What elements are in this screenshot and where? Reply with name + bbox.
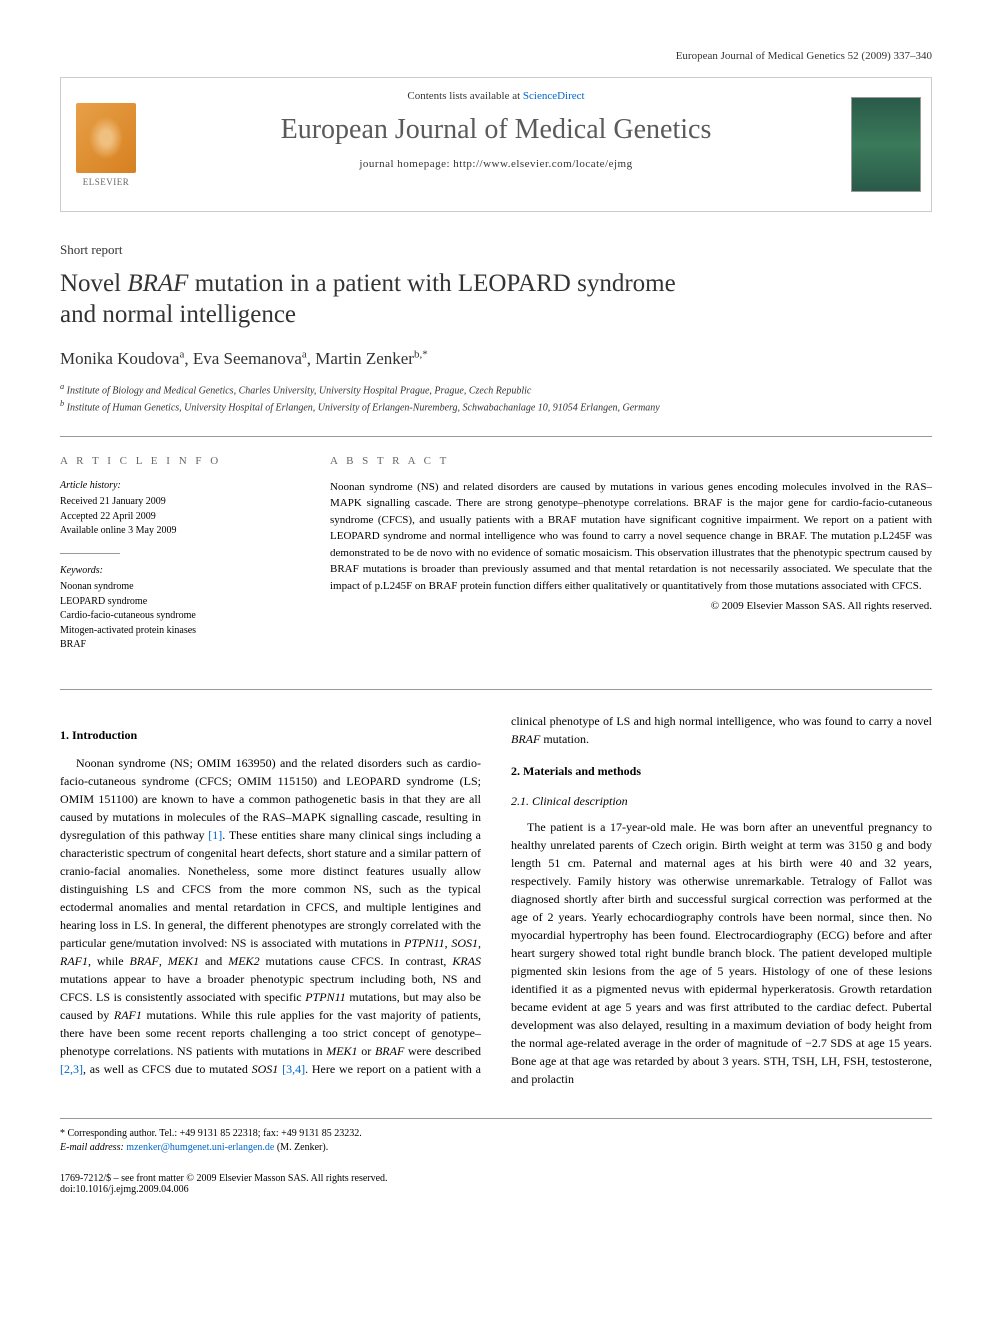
article-title: Novel BRAF mutation in a patient with LE… bbox=[60, 268, 932, 331]
banner-center: Contents lists available at ScienceDirec… bbox=[151, 78, 841, 211]
contents-prefix: Contents lists available at bbox=[407, 90, 522, 102]
sciencedirect-link[interactable]: ScienceDirect bbox=[523, 90, 585, 102]
homepage-url[interactable]: http://www.elsevier.com/locate/ejmg bbox=[453, 158, 632, 170]
article-info-heading: A R T I C L E I N F O bbox=[60, 455, 290, 467]
info-abstract-row: A R T I C L E I N F O Article history: R… bbox=[60, 436, 932, 667]
email-link[interactable]: mzenker@humgenet.uni-erlangen.de bbox=[126, 1142, 274, 1153]
affiliations: a Institute of Biology and Medical Genet… bbox=[60, 381, 932, 416]
title-line-2: and normal intelligence bbox=[60, 301, 296, 328]
clinical-heading: 2.1. Clinical description bbox=[511, 792, 932, 810]
ref-1-link[interactable]: [1] bbox=[208, 828, 222, 842]
clinical-paragraph: The patient is a 17-year-old male. He wa… bbox=[511, 818, 932, 1088]
history-label: Article history: bbox=[60, 479, 290, 494]
abstract-heading: A B S T R A C T bbox=[330, 455, 932, 467]
corresponding-footer: * Corresponding author. Tel.: +49 9131 8… bbox=[60, 1118, 932, 1155]
received-date: Received 21 January 2009 bbox=[60, 495, 290, 510]
title-line-1: Novel BRAF mutation in a patient with LE… bbox=[60, 270, 676, 297]
ref-2-3-link[interactable]: [2,3] bbox=[60, 1062, 83, 1076]
issn-line: 1769-7212/$ – see front matter © 2009 El… bbox=[60, 1173, 932, 1184]
article-info-column: A R T I C L E I N F O Article history: R… bbox=[60, 455, 290, 667]
corresponding-author: * Corresponding author. Tel.: +49 9131 8… bbox=[60, 1127, 932, 1141]
article-type: Short report bbox=[60, 242, 932, 258]
affiliation-b: b Institute of Human Genetics, Universit… bbox=[60, 398, 932, 415]
authors-line: Monika Koudovaa, Eva Seemanovaa, Martin … bbox=[60, 349, 932, 370]
keywords-label: Keywords: bbox=[60, 564, 290, 579]
body-text: 1. Introduction Noonan syndrome (NS; OMI… bbox=[60, 712, 932, 1088]
journal-cover-icon bbox=[851, 97, 921, 192]
contents-available: Contents lists available at ScienceDirec… bbox=[161, 90, 831, 102]
cover-block bbox=[841, 78, 931, 211]
affiliation-a: a Institute of Biology and Medical Genet… bbox=[60, 381, 932, 398]
accepted-date: Accepted 22 April 2009 bbox=[60, 510, 290, 525]
homepage-prefix: journal homepage: bbox=[359, 158, 453, 170]
methods-heading: 2. Materials and methods bbox=[511, 762, 932, 780]
keywords-block: Keywords: Noonan syndrome LEOPARD syndro… bbox=[60, 564, 290, 653]
page-header: European Journal of Medical Genetics 52 … bbox=[60, 50, 932, 62]
keyword-2: LEOPARD syndrome bbox=[60, 595, 290, 610]
article-history: Article history: Received 21 January 200… bbox=[60, 479, 290, 539]
abstract-copyright: © 2009 Elsevier Masson SAS. All rights r… bbox=[330, 600, 932, 612]
abstract-column: A B S T R A C T Noonan syndrome (NS) and… bbox=[330, 455, 932, 667]
email-line: E-mail address: mzenker@humgenet.uni-erl… bbox=[60, 1141, 932, 1155]
doi-line: doi:10.1016/j.ejmg.2009.04.006 bbox=[60, 1184, 932, 1195]
issn-footer: 1769-7212/$ – see front matter © 2009 El… bbox=[60, 1173, 932, 1195]
keyword-3: Cardio-facio-cutaneous syndrome bbox=[60, 609, 290, 624]
email-label: E-mail address: bbox=[60, 1142, 126, 1153]
journal-homepage: journal homepage: http://www.elsevier.co… bbox=[161, 158, 831, 170]
elsevier-tree-icon bbox=[76, 103, 136, 173]
journal-banner: ELSEVIER Contents lists available at Sci… bbox=[60, 77, 932, 212]
online-date: Available online 3 May 2009 bbox=[60, 524, 290, 539]
abstract-text: Noonan syndrome (NS) and related disorde… bbox=[330, 479, 932, 595]
intro-heading: 1. Introduction bbox=[60, 726, 481, 744]
publisher-name: ELSEVIER bbox=[83, 177, 130, 187]
keyword-4: Mitogen-activated protein kinases bbox=[60, 624, 290, 639]
section-divider bbox=[60, 689, 932, 690]
keyword-5: BRAF bbox=[60, 638, 290, 653]
email-suffix: (M. Zenker). bbox=[274, 1142, 328, 1153]
journal-title: European Journal of Medical Genetics bbox=[161, 114, 831, 146]
publisher-block: ELSEVIER bbox=[61, 78, 151, 211]
keyword-1: Noonan syndrome bbox=[60, 580, 290, 595]
author-3: Martin Zenkerb,* bbox=[315, 349, 427, 368]
author-2: Eva Seemanovaa bbox=[193, 349, 307, 368]
ref-3-4-link[interactable]: [3,4] bbox=[282, 1062, 305, 1076]
author-1: Monika Koudovaa bbox=[60, 349, 184, 368]
info-divider bbox=[60, 553, 120, 554]
